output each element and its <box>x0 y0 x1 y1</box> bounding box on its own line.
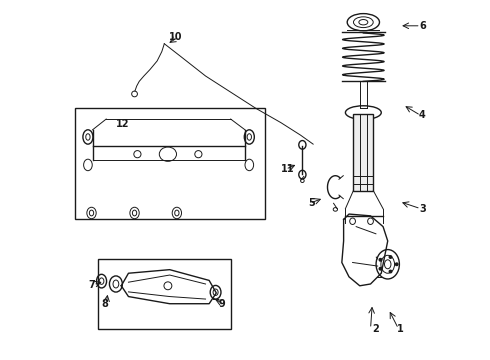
Ellipse shape <box>389 270 392 273</box>
Text: 11: 11 <box>281 164 294 174</box>
Text: 9: 9 <box>219 299 225 309</box>
Text: 3: 3 <box>419 204 426 214</box>
Ellipse shape <box>379 258 382 261</box>
Text: 5: 5 <box>308 198 315 208</box>
Ellipse shape <box>395 263 398 266</box>
Ellipse shape <box>379 267 382 270</box>
Text: 10: 10 <box>170 32 183 42</box>
FancyBboxPatch shape <box>353 114 373 191</box>
FancyBboxPatch shape <box>74 108 265 220</box>
Text: 6: 6 <box>419 21 426 31</box>
FancyBboxPatch shape <box>98 259 231 329</box>
Text: 1: 1 <box>397 324 403 334</box>
Text: 12: 12 <box>116 120 130 129</box>
Text: 8: 8 <box>101 299 108 309</box>
Ellipse shape <box>389 256 392 258</box>
Text: 4: 4 <box>419 111 426 121</box>
Text: 2: 2 <box>372 324 379 334</box>
Text: 7: 7 <box>88 280 95 290</box>
